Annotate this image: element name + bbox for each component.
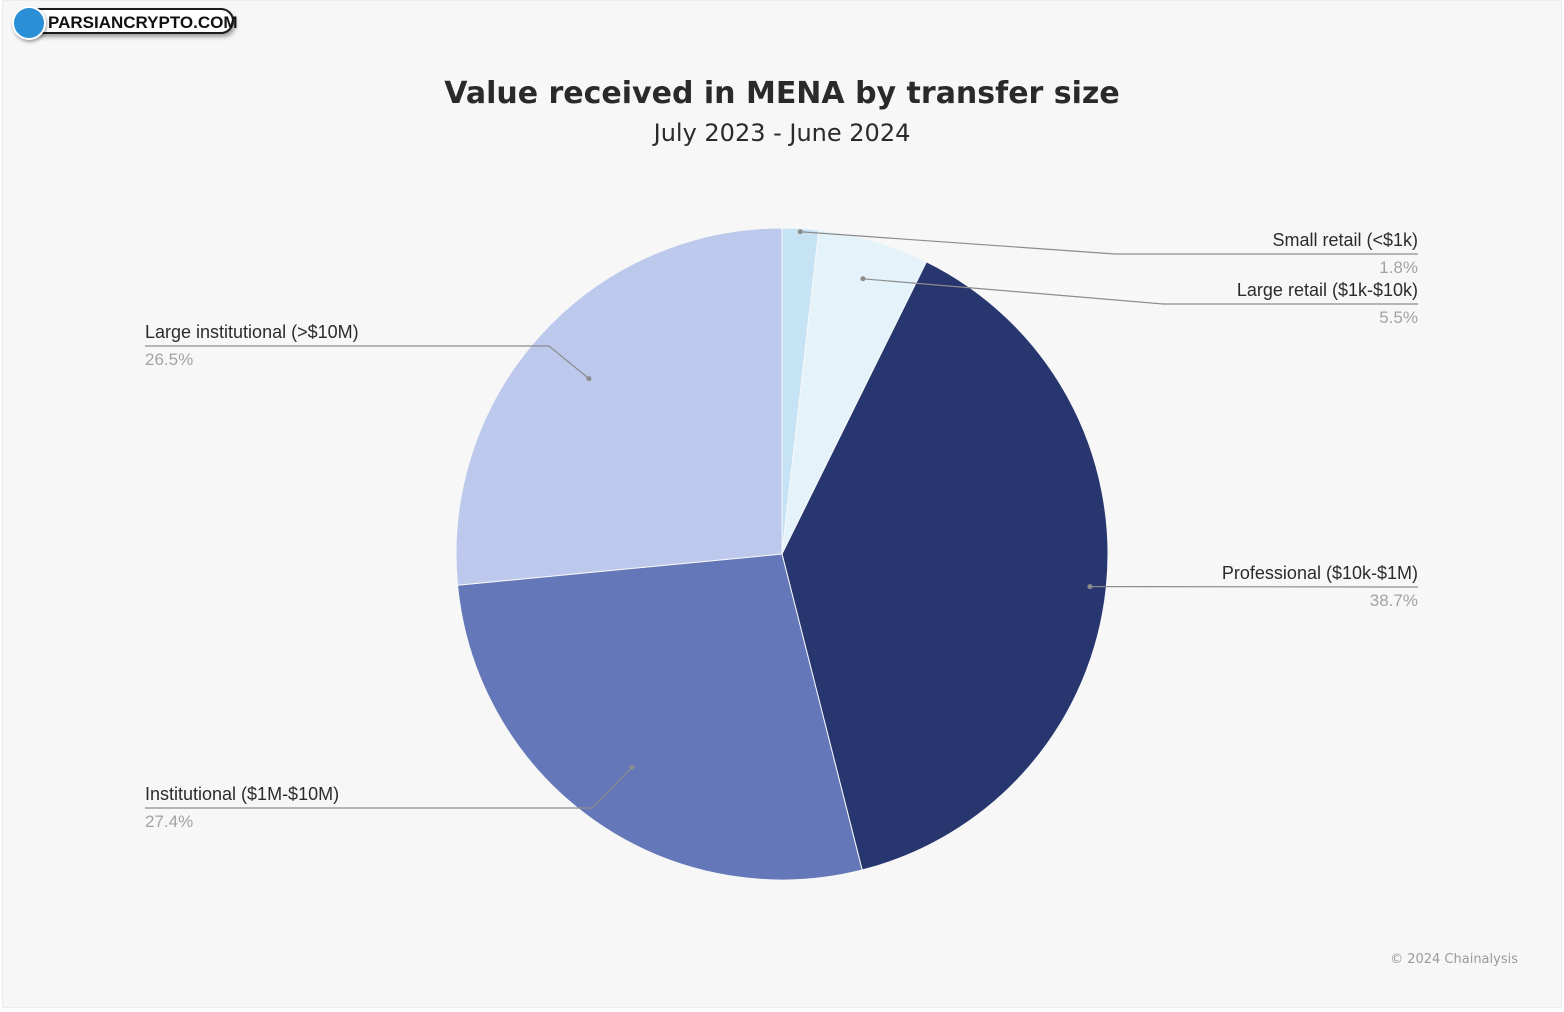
watermark-text: PARSIANCRYPTO.COM: [48, 13, 238, 32]
pie-slices: [455, 227, 1109, 881]
leader-dot: [629, 764, 635, 770]
chart-title: Value received in MENA by transfer size: [444, 76, 1119, 111]
slice-label: Professional ($10k-$1M): [1222, 563, 1418, 583]
pie-slice: [456, 553, 863, 881]
watermark-badge: [26, 8, 234, 34]
slice-label: Large institutional (>$10M): [145, 322, 359, 342]
pie-slice: [781, 261, 1109, 871]
leader-line: [145, 766, 633, 809]
source-credit: © 2024 Chainalysis: [1390, 952, 1518, 967]
slice-label: Institutional ($1M-$10M): [145, 784, 339, 804]
parsiancrypto-logo-icon: [12, 6, 46, 40]
leader-dot: [1087, 584, 1093, 590]
slice-labels: Small retail (<$1k) 1.8% Large retail ($1k…: [145, 229, 1418, 831]
slice-value-label: 27.4%: [145, 812, 193, 831]
chart-subtitle: July 2023 - June 2024: [652, 119, 911, 147]
leader-dot: [797, 229, 803, 235]
leader-line: [145, 345, 590, 380]
pie-slice: [455, 227, 783, 586]
slice-label: Small retail (<$1k): [1272, 230, 1418, 250]
leader-dot: [586, 376, 592, 382]
slice-value-label: 38.7%: [1370, 591, 1418, 610]
leader-line: [862, 278, 1418, 305]
slice-label: Large retail ($1k-$10k): [1237, 280, 1418, 300]
leader-dot: [860, 276, 866, 282]
slice-value-label: 26.5%: [145, 350, 193, 369]
leader-line: [800, 231, 1418, 255]
slice-value-label: 1.8%: [1379, 258, 1418, 277]
slice-value-label: 5.5%: [1379, 308, 1418, 327]
